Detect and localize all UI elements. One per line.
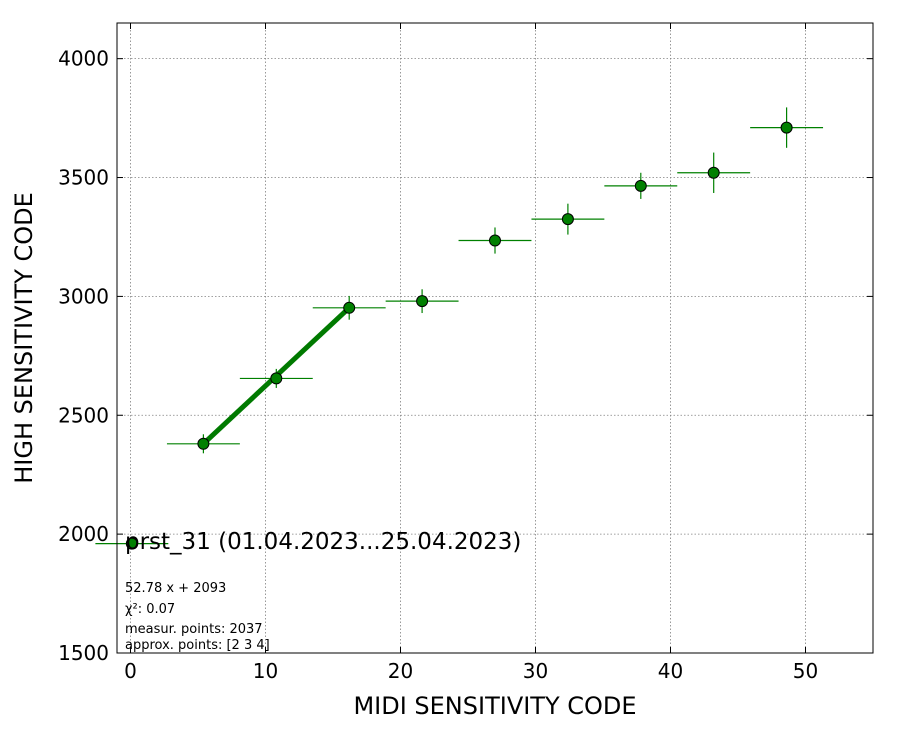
y-tick-label: 1500 xyxy=(58,641,109,665)
data-point xyxy=(750,107,824,148)
point-marker xyxy=(634,179,647,192)
annotation-fit-equation: 52.78 x + 2093 xyxy=(125,581,226,596)
point-marker xyxy=(707,166,720,179)
point-marker xyxy=(780,121,793,134)
data-point xyxy=(458,227,532,254)
x-tick-label: 0 xyxy=(124,659,137,683)
point-marker xyxy=(270,372,283,385)
x-tick-label: 10 xyxy=(253,659,278,683)
plot-background xyxy=(117,23,873,653)
annotation-measur-points: measur. points: 2037 xyxy=(125,622,263,637)
point-marker xyxy=(416,295,429,308)
data-point xyxy=(531,203,605,235)
x-tick-label: 50 xyxy=(793,659,818,683)
x-axis-label: MIDI SENSITIVITY CODE xyxy=(353,692,636,720)
point-marker xyxy=(343,301,356,314)
data-point xyxy=(385,289,459,314)
annotation-chi2: χ²: 0.07 xyxy=(125,602,175,617)
point-marker xyxy=(489,234,501,247)
plot-frame xyxy=(116,22,874,654)
point-marker xyxy=(197,437,210,450)
data-point xyxy=(604,172,678,199)
y-tick-label: 4000 xyxy=(58,47,109,71)
y-tick-label: 3500 xyxy=(58,166,109,190)
annotation-title: prst_31 (01.04.2023...25.04.2023) xyxy=(125,529,521,555)
data-point xyxy=(95,537,169,550)
x-tick-label: 40 xyxy=(658,659,683,683)
data-points xyxy=(95,107,824,550)
data-point xyxy=(677,152,751,193)
point-marker xyxy=(561,213,574,226)
annotation-approx-points: approx. points: [2 3 4] xyxy=(125,638,270,653)
y-tick-label: 2000 xyxy=(58,522,109,546)
y-tick-label: 3000 xyxy=(58,284,109,308)
y-axis-label: HIGH SENSITIVITY CODE xyxy=(10,192,38,484)
point-marker xyxy=(125,537,138,550)
axis-ticks: 0 10 20 30 40 50 1500 2000 2500 3000 3500 4000 xyxy=(58,23,873,683)
data-point xyxy=(166,434,240,454)
data-point xyxy=(312,295,386,320)
data-point xyxy=(239,368,313,388)
x-tick-label: 20 xyxy=(388,659,413,683)
x-tick-label: 30 xyxy=(523,659,548,683)
y-tick-label: 2500 xyxy=(58,403,109,427)
